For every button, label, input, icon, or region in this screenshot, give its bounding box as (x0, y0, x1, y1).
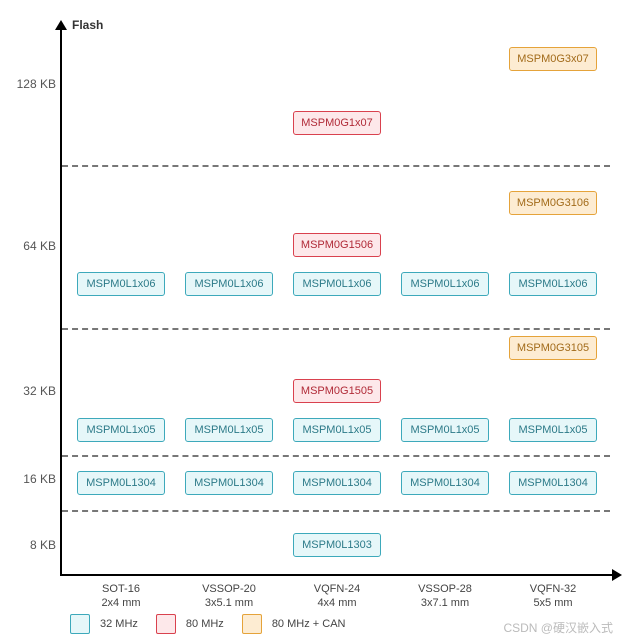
x-size-label: 3x5.1 mm (184, 596, 274, 610)
chip-l1x06-vssop20: MSPM0L1x06 (185, 272, 273, 296)
y-tick-16kb: 16 KB (6, 472, 56, 486)
swatch-orange (242, 614, 262, 634)
mcu-portfolio-chart: Flash 128 KB 64 KB 32 KB 16 KB 8 KB MSPM… (0, 0, 627, 642)
y-tick-32kb: 32 KB (6, 384, 56, 398)
chip-g3x07: MSPM0G3x07 (509, 47, 597, 71)
x-tick-vqfn32: VQFN-32 5x5 mm (508, 582, 598, 611)
chip-l1x05-vssop20: MSPM0L1x05 (185, 418, 273, 442)
x-pkg-label: VQFN-24 (292, 582, 382, 596)
x-axis (60, 574, 615, 576)
y-axis (60, 28, 62, 574)
legend-item-80mhz: 80 MHz (156, 614, 224, 634)
chip-g1505: MSPM0G1505 (293, 379, 381, 403)
chip-l1x06-vqfn24: MSPM0L1x06 (293, 272, 381, 296)
x-pkg-label: VSSOP-20 (184, 582, 274, 596)
legend: 32 MHz 80 MHz 80 MHz + CAN (70, 614, 345, 634)
x-size-label: 4x4 mm (292, 596, 382, 610)
y-tick-8kb: 8 KB (6, 538, 56, 552)
chip-l1304-vqfn24: MSPM0L1304 (293, 471, 381, 495)
x-pkg-label: VQFN-32 (508, 582, 598, 596)
chip-g1506: MSPM0G1506 (293, 233, 381, 257)
x-size-label: 5x5 mm (508, 596, 598, 610)
x-size-label: 3x7.1 mm (400, 596, 490, 610)
chip-l1x06-vqfn32: MSPM0L1x06 (509, 272, 597, 296)
x-tick-vssop20: VSSOP-20 3x5.1 mm (184, 582, 274, 611)
swatch-blue (70, 614, 90, 634)
legend-label-orange: 80 MHz + CAN (272, 618, 346, 630)
y-axis-title: Flash (72, 18, 103, 32)
swatch-red (156, 614, 176, 634)
legend-label-red: 80 MHz (186, 618, 224, 630)
chip-g1x07: MSPM0G1x07 (293, 111, 381, 135)
chip-g3105: MSPM0G3105 (509, 336, 597, 360)
y-tick-64kb: 64 KB (6, 239, 56, 253)
x-tick-vssop28: VSSOP-28 3x7.1 mm (400, 582, 490, 611)
chip-l1x06-vssop28: MSPM0L1x06 (401, 272, 489, 296)
legend-item-32mhz: 32 MHz (70, 614, 138, 634)
x-tick-sot16: SOT-16 2x4 mm (76, 582, 166, 611)
x-pkg-label: SOT-16 (76, 582, 166, 596)
x-tick-vqfn24: VQFN-24 4x4 mm (292, 582, 382, 611)
watermark: CSDN @硬汉嵌入式 (503, 619, 613, 636)
chip-l1304-vssop20: MSPM0L1304 (185, 471, 273, 495)
chip-l1x05-vssop28: MSPM0L1x05 (401, 418, 489, 442)
separator-128-64 (62, 165, 610, 167)
chip-l1x05-sot16: MSPM0L1x05 (77, 418, 165, 442)
chip-g3106: MSPM0G3106 (509, 191, 597, 215)
y-tick-128kb: 128 KB (6, 77, 56, 91)
x-axis-arrow (612, 569, 622, 581)
separator-32-16 (62, 455, 610, 457)
y-axis-arrow (55, 20, 67, 30)
chip-l1x05-vqfn24: MSPM0L1x05 (293, 418, 381, 442)
chip-l1304-sot16: MSPM0L1304 (77, 471, 165, 495)
x-pkg-label: VSSOP-28 (400, 582, 490, 596)
chip-l1304-vssop28: MSPM0L1304 (401, 471, 489, 495)
x-size-label: 2x4 mm (76, 596, 166, 610)
separator-64-32 (62, 328, 610, 330)
legend-label-blue: 32 MHz (100, 618, 138, 630)
chip-l1x06-sot16: MSPM0L1x06 (77, 272, 165, 296)
chip-l1x05-vqfn32: MSPM0L1x05 (509, 418, 597, 442)
chip-l1304-vqfn32: MSPM0L1304 (509, 471, 597, 495)
separator-16-8 (62, 510, 610, 512)
chip-l1303: MSPM0L1303 (293, 533, 381, 557)
legend-item-80mhz-can: 80 MHz + CAN (242, 614, 346, 634)
